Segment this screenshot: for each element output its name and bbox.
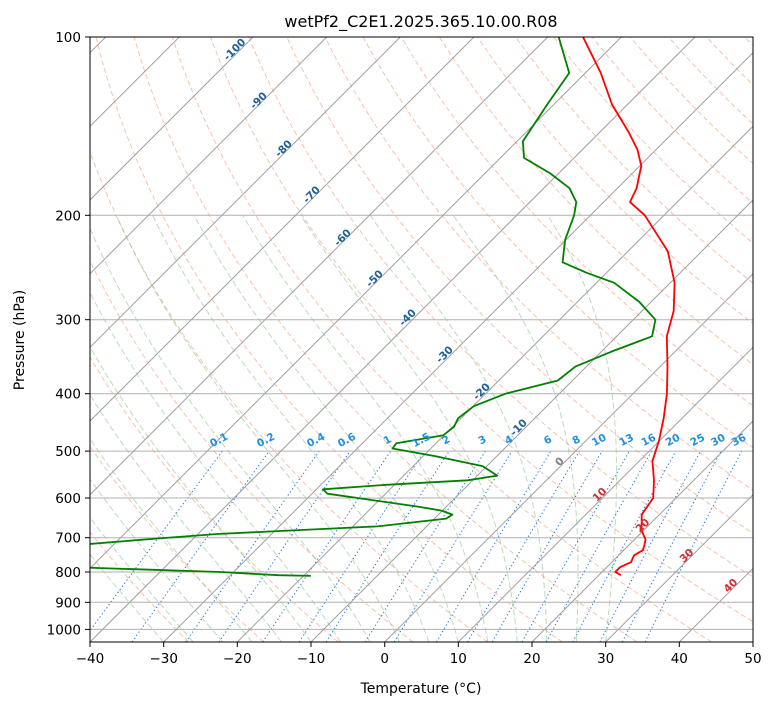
mixing-ratio-line (435, 450, 552, 642)
axes-ticks: −40 −30 −20 −10 0 10 20 30 40 50 100 200 300 400 500 60… (47, 30, 762, 667)
mixing-ratio-line (131, 450, 270, 642)
dry-adiabat (171, 37, 712, 642)
moist-adiabat (369, 215, 548, 642)
isotherm-line (310, 199, 753, 642)
isotherm-line (457, 346, 753, 642)
dry-adiabat (133, 37, 638, 642)
y-tick-label: 800 (55, 565, 81, 581)
x-tick-label: −30 (149, 651, 178, 667)
x-tick-label: −40 (76, 651, 105, 667)
mixing-ratio-line (599, 450, 701, 642)
y-axis-label: Pressure (hPa) (12, 290, 28, 390)
y-tick-label: 700 (55, 531, 81, 547)
dry-adiabat (90, 150, 488, 642)
isotherm-line (236, 125, 753, 642)
x-tick-label: 30 (597, 651, 614, 667)
moist-adiabat (90, 553, 165, 642)
plot-frame (89, 36, 754, 643)
moist-adiabat (90, 478, 223, 642)
mixing-ratio-line (491, 450, 603, 642)
x-axis-label: Temperature (°C) (360, 681, 482, 697)
x-tick-label: 40 (671, 651, 688, 667)
x-tick-label: −10 (297, 651, 326, 667)
y-tick-label: 600 (55, 491, 81, 507)
mixing-ratio-line (325, 450, 450, 642)
moist-adiabat (90, 227, 371, 642)
moist-adiabat (90, 345, 312, 642)
mixing-ratio-line (218, 450, 351, 642)
moist-adiabat (90, 394, 282, 642)
moist-adiabat (90, 291, 341, 642)
y-tick-label: 300 (55, 313, 81, 329)
plot-area: -100-90-80-70-60-50-40-30-20-10010203040… (90, 37, 753, 642)
sounding-profiles (90, 37, 676, 577)
y-tick-label: 900 (55, 595, 81, 611)
dry-adiabat (324, 37, 753, 491)
moist-adiabat (193, 215, 459, 642)
x-tick-label: −20 (223, 651, 252, 667)
dry-adiabat (515, 37, 753, 284)
dry-adiabat (210, 37, 753, 623)
y-tick-label: 400 (55, 387, 81, 403)
dry-adiabat (400, 37, 753, 407)
mixing-ratio-line (185, 450, 320, 642)
isotherm-line (531, 420, 753, 642)
x-tick-label: 50 (744, 651, 761, 667)
dewpoint-profile (90, 37, 657, 577)
temperature-profile (582, 37, 676, 576)
y-tick-label: 200 (55, 208, 81, 224)
mixing-ratio-line (572, 450, 677, 642)
isotherm-line (605, 493, 753, 642)
dry-adiabat (90, 356, 339, 642)
x-tick-label: 0 (380, 651, 389, 667)
isotherm-line (90, 37, 475, 422)
dry-adiabat (95, 37, 563, 642)
mixing-ratio-line (467, 450, 580, 642)
dry-adiabat (248, 37, 753, 578)
isotherm-line (384, 272, 753, 642)
moist-adiabat (115, 215, 400, 642)
y-tick-label: 100 (55, 30, 81, 46)
x-tick-label: 20 (523, 651, 540, 667)
dry-adiabat (90, 445, 264, 642)
isobars (90, 37, 753, 630)
y-tick-label: 500 (55, 444, 81, 460)
isotherm-line (163, 51, 753, 642)
chart-title: wetPf2_C2E1.2025.365.10.00.R08 (284, 12, 557, 32)
y-tick-label: 1000 (47, 622, 81, 638)
mixing-ratio-line (364, 450, 486, 642)
moist-adiabat (452, 215, 579, 642)
mixing-ratio-line (521, 450, 630, 642)
moist-adiabat (152, 215, 430, 642)
mixing-ratio-line (621, 450, 722, 642)
isotherms (90, 37, 753, 642)
moist-adiabat (547, 215, 617, 642)
dry-adiabat (90, 531, 190, 642)
isotherm-line (90, 37, 401, 349)
moist-adiabat (90, 437, 253, 642)
isotherm-line (90, 37, 254, 201)
dry-adiabat (438, 37, 753, 366)
x-tick-label: 10 (450, 651, 467, 667)
moist-adiabat (90, 516, 194, 642)
mixing-ratio-lines (90, 450, 743, 642)
isotherm-line (90, 37, 328, 275)
isotherm-line (90, 37, 696, 642)
mixing-ratio-line (545, 450, 653, 642)
isotherm-line (90, 37, 549, 496)
mixing-ratio-line (90, 450, 223, 632)
